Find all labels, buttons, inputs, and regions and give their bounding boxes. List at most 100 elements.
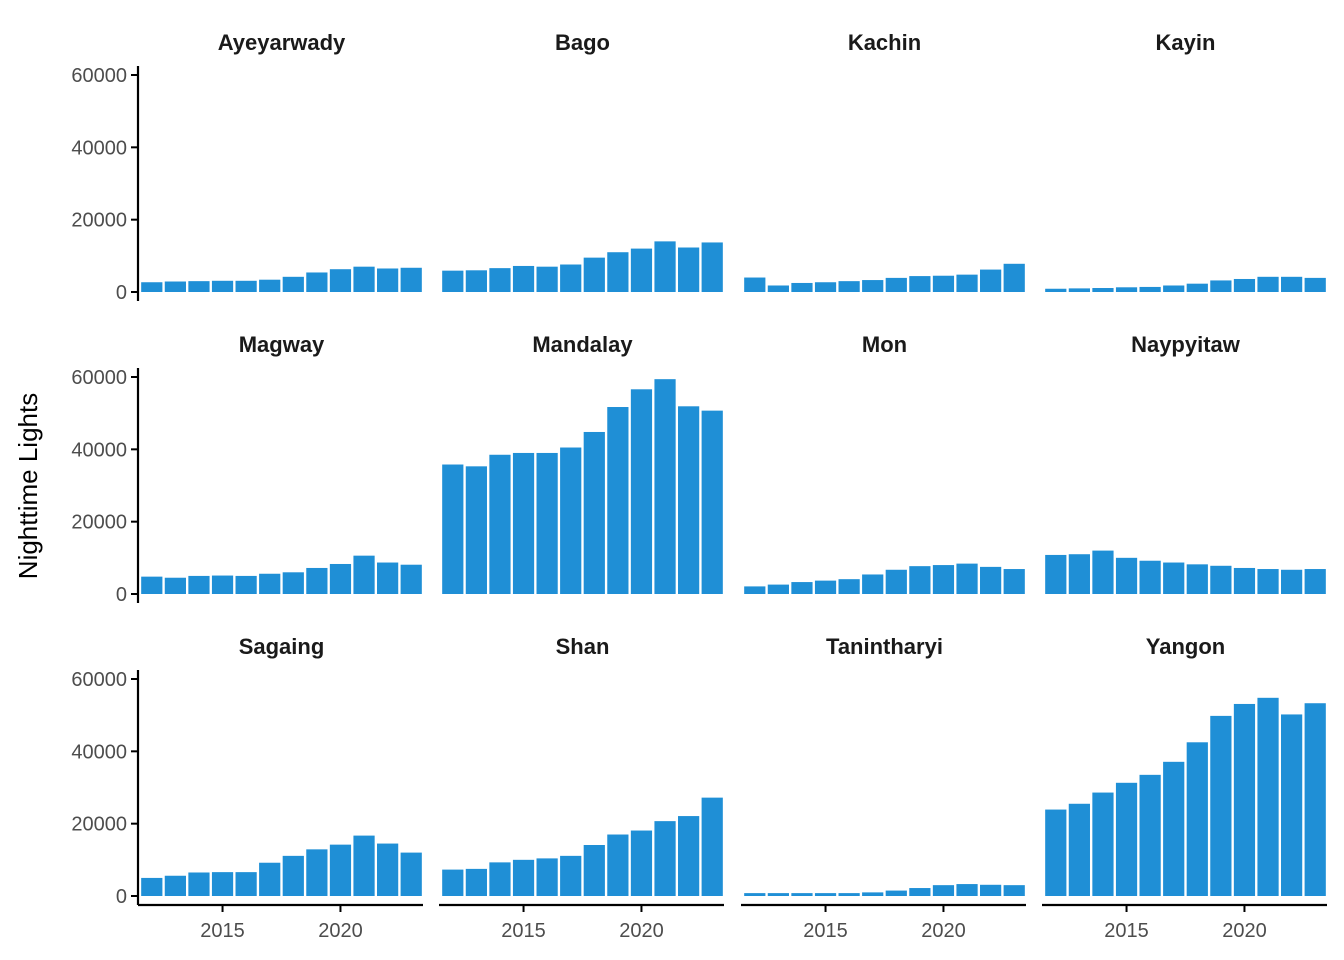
bar-magway-2018 bbox=[282, 572, 304, 594]
bar-ayeyarwady-2014 bbox=[188, 281, 210, 292]
bar-tanintharyi-2013 bbox=[767, 893, 789, 896]
bar-mandalay-2019 bbox=[607, 407, 629, 594]
bar-yangon-2023 bbox=[1304, 703, 1326, 896]
panel-title: Bago bbox=[555, 30, 610, 55]
bar-tanintharyi-2014 bbox=[791, 893, 813, 896]
bar-ayeyarwady-2016 bbox=[235, 280, 257, 292]
bar-ayeyarwady-2013 bbox=[164, 281, 186, 292]
bar-naypyitaw-2014 bbox=[1092, 550, 1114, 594]
bar-magway-2016 bbox=[235, 575, 257, 594]
panel-title: Yangon bbox=[1146, 634, 1225, 659]
bar-naypyitaw-2023 bbox=[1304, 569, 1326, 594]
bar-bago-2015 bbox=[512, 265, 535, 292]
bar-kayin-2012 bbox=[1045, 288, 1067, 292]
panel-title: Tanintharyi bbox=[826, 634, 943, 659]
bar-naypyitaw-2022 bbox=[1281, 569, 1303, 594]
bar-sagaing-2021 bbox=[353, 835, 375, 896]
bar-magway-2022 bbox=[377, 562, 399, 594]
bar-naypyitaw-2018 bbox=[1186, 564, 1208, 594]
bar-magway-2012 bbox=[141, 576, 163, 594]
panel-title: Kachin bbox=[848, 30, 921, 55]
bar-magway-2020 bbox=[329, 563, 352, 594]
bar-mandalay-2021 bbox=[654, 379, 676, 594]
bar-naypyitaw-2015 bbox=[1115, 557, 1138, 594]
bar-yangon-2017 bbox=[1163, 761, 1185, 896]
panel-yangon: Yangon 2015 2020 bbox=[1042, 634, 1327, 942]
bar-shan-2021 bbox=[654, 821, 676, 896]
panel-title: Ayeyarwady bbox=[218, 30, 346, 55]
bar-kachin-2019 bbox=[909, 276, 931, 292]
bar-bago-2022 bbox=[678, 247, 700, 292]
panel-kachin: Kachin bbox=[744, 30, 1025, 292]
bar-mon-2018 bbox=[885, 569, 907, 594]
bar-mon-2020 bbox=[932, 565, 955, 594]
bar-mon-2015 bbox=[814, 580, 837, 594]
x-tick-label: 2020 bbox=[318, 920, 363, 942]
y-tick-label: 20000 bbox=[71, 512, 127, 534]
bar-naypyitaw-2012 bbox=[1045, 554, 1067, 594]
bar-yangon-2013 bbox=[1068, 803, 1090, 896]
bar-ayeyarwady-2018 bbox=[282, 276, 304, 292]
y-tick-label: 40000 bbox=[71, 741, 127, 763]
bar-ayeyarwady-2023 bbox=[400, 267, 422, 292]
bar-mandalay-2022 bbox=[678, 406, 700, 594]
bar-bago-2013 bbox=[465, 270, 487, 292]
bar-tanintharyi-2022 bbox=[980, 884, 1002, 896]
bar-ayeyarwady-2012 bbox=[141, 282, 163, 292]
bar-tanintharyi-2020 bbox=[932, 885, 955, 896]
x-tick-label: 2015 bbox=[200, 920, 245, 942]
y-tick-label: 40000 bbox=[71, 137, 127, 159]
bar-ayeyarwady-2015 bbox=[211, 280, 234, 292]
bar-sagaing-2022 bbox=[377, 843, 399, 896]
panel-shan: Shan 2015 2020 bbox=[439, 634, 724, 942]
bar-mon-2022 bbox=[980, 566, 1002, 595]
bar-mandalay-2013 bbox=[465, 466, 487, 594]
bar-tanintharyi-2021 bbox=[956, 884, 978, 896]
y-tick-label: 0 bbox=[116, 886, 127, 908]
bar-kayin-2020 bbox=[1233, 278, 1256, 292]
y-tick-label: 20000 bbox=[71, 814, 127, 836]
bar-magway-2021 bbox=[353, 555, 375, 594]
bar-kachin-2022 bbox=[980, 269, 1002, 292]
y-tick-label: 0 bbox=[116, 282, 127, 304]
bar-ayeyarwady-2020 bbox=[329, 269, 352, 292]
bar-shan-2023 bbox=[701, 797, 723, 896]
bar-kayin-2016 bbox=[1139, 286, 1161, 292]
bar-mandalay-2018 bbox=[583, 431, 605, 594]
y-tick-label: 40000 bbox=[71, 439, 127, 461]
bar-tanintharyi-2012 bbox=[744, 893, 766, 896]
bar-kachin-2013 bbox=[767, 285, 789, 292]
bar-shan-2017 bbox=[560, 855, 582, 896]
x-tick-label: 2015 bbox=[803, 920, 848, 942]
bar-kayin-2014 bbox=[1092, 288, 1114, 292]
bar-shan-2012 bbox=[442, 869, 464, 896]
y-tick-label: 60000 bbox=[71, 367, 127, 389]
bar-tanintharyi-2023 bbox=[1003, 885, 1025, 896]
bar-ayeyarwady-2021 bbox=[353, 266, 375, 292]
bar-naypyitaw-2020 bbox=[1233, 567, 1256, 594]
panel-magway: Magway 0 20000 40000 60000 bbox=[71, 332, 422, 606]
bar-sagaing-2014 bbox=[188, 872, 210, 896]
bar-sagaing-2017 bbox=[259, 862, 281, 896]
bar-magway-2015 bbox=[211, 575, 234, 594]
bar-shan-2016 bbox=[536, 858, 558, 896]
bar-mandalay-2014 bbox=[489, 454, 511, 594]
panel-kayin: Kayin bbox=[1045, 30, 1326, 292]
bar-naypyitaw-2016 bbox=[1139, 560, 1161, 594]
bar-bago-2014 bbox=[489, 268, 511, 292]
bar-yangon-2018 bbox=[1186, 742, 1208, 896]
bar-kachin-2012 bbox=[744, 277, 766, 292]
bar-kachin-2014 bbox=[791, 282, 813, 292]
bar-mandalay-2012 bbox=[442, 464, 464, 594]
bar-kachin-2023 bbox=[1003, 263, 1025, 292]
bar-bago-2016 bbox=[536, 266, 558, 292]
bar-naypyitaw-2021 bbox=[1257, 569, 1279, 594]
bar-sagaing-2015 bbox=[211, 872, 234, 896]
bar-magway-2019 bbox=[306, 567, 328, 594]
bar-naypyitaw-2017 bbox=[1163, 562, 1185, 594]
bar-bago-2019 bbox=[607, 252, 629, 292]
bar-sagaing-2012 bbox=[141, 877, 163, 896]
y-tick-label: 60000 bbox=[71, 65, 127, 87]
bar-kayin-2013 bbox=[1068, 288, 1090, 292]
